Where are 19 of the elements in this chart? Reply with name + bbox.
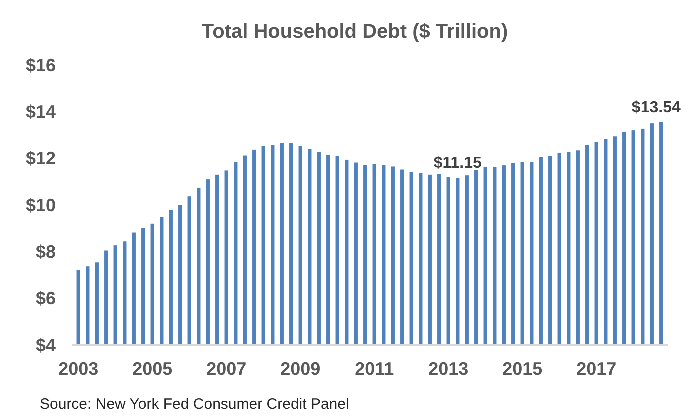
x-tick-label: 2017 [576,359,617,379]
x-tick-label: 2015 [502,359,543,379]
x-tick-label: 2005 [132,359,173,379]
x-tick-label: 2003 [58,359,99,379]
x-tick-label: 2009 [280,359,321,379]
y-tick-label: $10 [26,195,56,216]
y-tick-label: $8 [36,242,56,262]
y-tick-label: $4 [36,335,56,356]
x-tick-label: 2011 [355,359,394,379]
y-tick-label: $6 [36,288,56,309]
x-tick-label: 2007 [206,359,247,379]
y-tick-label: $12 [26,148,56,169]
data-label: $11.15 [434,155,482,172]
y-tick-label: $14 [26,102,56,122]
source-note: Source: New York Fed Consumer Credit Panel [40,396,350,413]
data-label: $13.54 [632,99,681,116]
y-tick-label: $16 [26,55,56,76]
x-tick-label: 2013 [428,359,469,379]
chart-title: Total Household Debt ($ Trillion) [202,21,508,43]
